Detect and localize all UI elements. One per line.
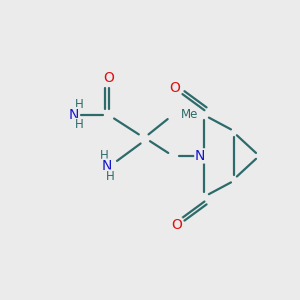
Text: N: N	[68, 108, 79, 122]
Text: O: O	[103, 71, 114, 85]
Text: H: H	[75, 118, 84, 131]
Text: H: H	[100, 149, 109, 162]
Text: N: N	[195, 149, 205, 163]
Text: Me: Me	[181, 108, 198, 121]
Text: H: H	[106, 170, 115, 183]
Text: O: O	[171, 218, 182, 232]
Text: H: H	[75, 98, 84, 111]
Text: O: O	[169, 81, 181, 95]
Text: N: N	[102, 159, 112, 173]
